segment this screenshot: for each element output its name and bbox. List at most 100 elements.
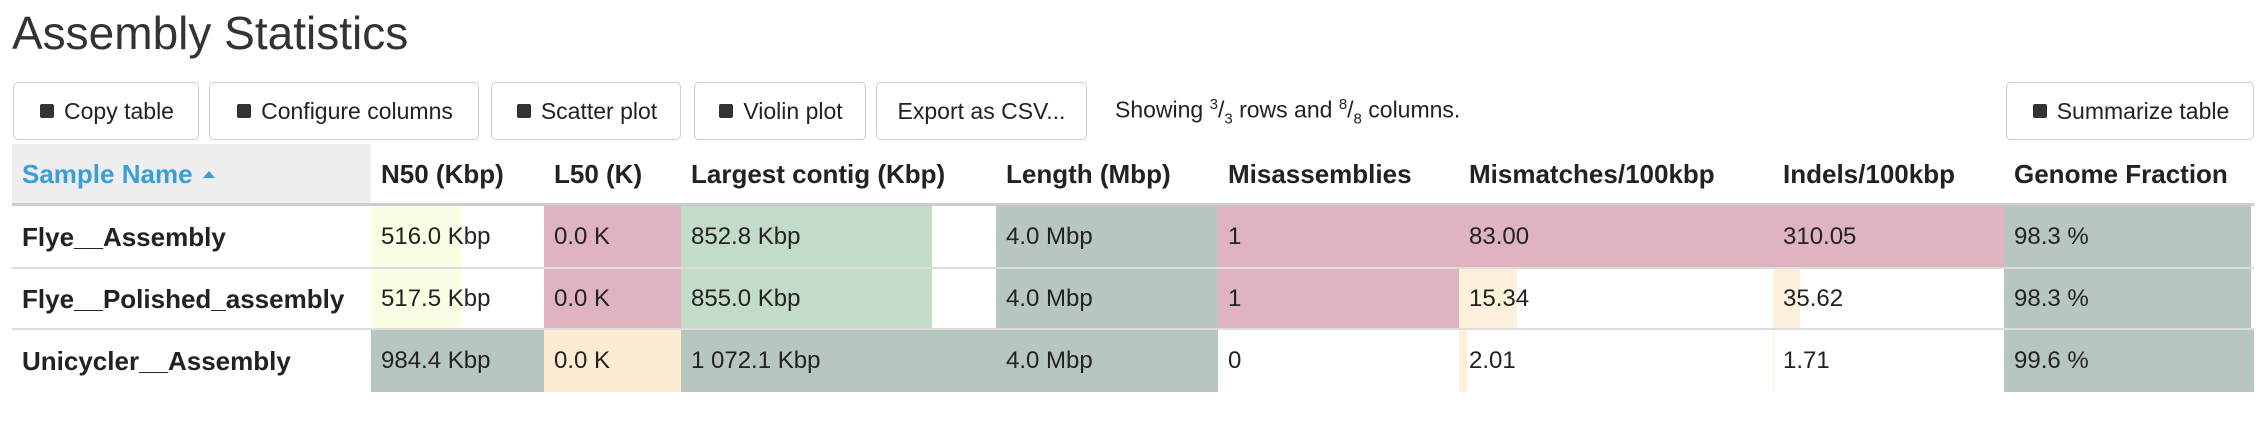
button-label: Copy table xyxy=(64,97,174,124)
header-rule xyxy=(12,203,2254,206)
cell-value: 1.71 xyxy=(1783,347,1830,374)
status-middle: rows and xyxy=(1239,96,1333,123)
toolbar-button[interactable]: Export as CSV... xyxy=(876,82,1087,140)
cell-value: 35.62 xyxy=(1783,285,1844,312)
cell-value: 4.0 Mbp xyxy=(1006,285,1093,312)
column-header[interactable]: Misassemblies xyxy=(1218,144,1459,204)
icon xyxy=(237,104,252,118)
cell-value: 0 xyxy=(1228,347,1242,374)
cell-value: 855.0 Kbp xyxy=(691,285,801,312)
toolbar-button[interactable]: Scatter plot xyxy=(491,82,681,140)
cell-bar xyxy=(996,269,1218,329)
cell-bar xyxy=(544,330,681,392)
toolbar-button[interactable]: Copy table xyxy=(13,82,199,140)
header-label: Genome Fraction xyxy=(2014,158,2228,189)
table-cell: 4.0 Mbp xyxy=(996,269,1218,329)
button-label: Export as CSV... xyxy=(897,97,1066,124)
cell-value: 517.5 Kbp xyxy=(381,285,491,312)
header-label: Misassemblies xyxy=(1228,158,1412,189)
cell-value: 4.0 Mbp xyxy=(1006,223,1093,250)
table-cell: 1 072.1 Kbp xyxy=(681,330,996,392)
table-cell: 310.05 xyxy=(1773,206,2004,268)
cell-bar xyxy=(544,206,681,268)
cell-value: 99.6 % xyxy=(2014,347,2089,374)
column-header[interactable]: Sample Name xyxy=(12,144,371,204)
icon xyxy=(40,104,55,118)
button-label: Configure columns xyxy=(261,97,453,124)
cell-bar xyxy=(996,206,1218,268)
cell-bar xyxy=(681,206,932,268)
table-cell: 4.0 Mbp xyxy=(996,206,1218,268)
cell-bar xyxy=(371,330,544,392)
cell-value: 984.4 Kbp xyxy=(381,347,491,374)
table-cell: 0.0 K xyxy=(544,206,681,268)
button-label: Summarize table xyxy=(2056,97,2230,124)
header-label: N50 (Kbp) xyxy=(381,158,504,189)
rows-total: 3 xyxy=(1224,110,1233,128)
column-header[interactable]: Genome Fraction xyxy=(2004,144,2254,204)
icon xyxy=(719,104,734,118)
row-name: Flye__Assembly xyxy=(22,221,226,252)
cell-bar xyxy=(2004,330,2254,392)
cell-bar xyxy=(996,330,1218,392)
column-header[interactable]: Mismatches/100kbp xyxy=(1459,144,1773,204)
column-header[interactable]: Indels/100kbp xyxy=(1773,144,2004,204)
table-cell: 83.00 xyxy=(1459,206,1773,268)
toolbar-button[interactable]: Summarize table xyxy=(2006,82,2254,140)
table-cell: 1.71 xyxy=(1773,330,2004,392)
cell-bar xyxy=(2004,206,2251,268)
column-header[interactable]: L50 (K) xyxy=(544,144,681,204)
cell-bar xyxy=(1459,269,1518,329)
separator: / xyxy=(1347,96,1354,123)
cell-bar xyxy=(1773,330,1775,392)
row-name: Unicycler__Assembly xyxy=(22,345,291,376)
cell-value: 1 xyxy=(1228,285,1242,312)
table-cell: 2.01 xyxy=(1459,330,1773,392)
row-name: Flye__Polished_assembly xyxy=(22,283,345,314)
cell-bar xyxy=(681,330,996,392)
header-label: L50 (K) xyxy=(554,158,643,189)
cell-value: 0.0 K xyxy=(554,347,611,374)
table-cell: 35.62 xyxy=(1773,269,2004,329)
cell-value: 310.05 xyxy=(1783,223,1857,250)
cell-bar xyxy=(371,269,462,329)
cell-value: 2.01 xyxy=(1469,347,1516,374)
column-header[interactable]: N50 (Kbp) xyxy=(371,144,544,204)
toolbar-button[interactable]: Violin plot xyxy=(694,82,866,140)
cell-bar xyxy=(544,269,681,329)
cell-value: 0.0 K xyxy=(554,285,611,312)
status-text: Showing 3/3 rows and 8/8 columns. xyxy=(1115,96,1460,127)
cell-bar xyxy=(1459,206,1773,268)
separator: / xyxy=(1217,96,1225,123)
cell-bar xyxy=(681,269,933,329)
header-label: Largest contig (Kbp) xyxy=(691,158,946,189)
cols-shown: 8 xyxy=(1338,96,1348,113)
cell-bar xyxy=(371,206,462,268)
cell-bar xyxy=(1459,330,1467,392)
table-cell: 984.4 Kbp xyxy=(371,330,544,392)
table-cell: 1 xyxy=(1218,269,1459,329)
table-cell: 516.0 Kbp xyxy=(371,206,544,268)
rows-shown: 3 xyxy=(1209,96,1218,113)
cell-value: 15.34 xyxy=(1469,285,1530,312)
table-cell: 0.0 K xyxy=(544,269,681,329)
table-cell: 98.3 % xyxy=(2004,206,2254,268)
toolbar-button[interactable]: Configure columns xyxy=(209,82,479,140)
table-cell: 0.0 K xyxy=(544,330,681,392)
icon xyxy=(516,104,531,118)
column-header[interactable]: Length (Mbp) xyxy=(996,144,1218,204)
row-rule xyxy=(12,267,2254,269)
cell-value: 98.3 % xyxy=(2014,285,2089,312)
table-cell: 0 xyxy=(1218,330,1459,392)
cell-value: 516.0 Kbp xyxy=(381,223,491,250)
cell-bar xyxy=(2004,269,2251,329)
icon xyxy=(2032,104,2047,118)
cell-value: 852.8 Kbp xyxy=(691,223,801,250)
table-cell: 99.6 % xyxy=(2004,330,2254,392)
status-lead: Showing xyxy=(1115,96,1204,123)
status-end: columns. xyxy=(1368,96,1461,123)
column-header[interactable]: Largest contig (Kbp) xyxy=(681,144,996,204)
cols-total: 8 xyxy=(1353,110,1362,128)
page-title: Assembly Statistics xyxy=(12,7,409,59)
table-cell: 98.3 % xyxy=(2004,269,2254,329)
